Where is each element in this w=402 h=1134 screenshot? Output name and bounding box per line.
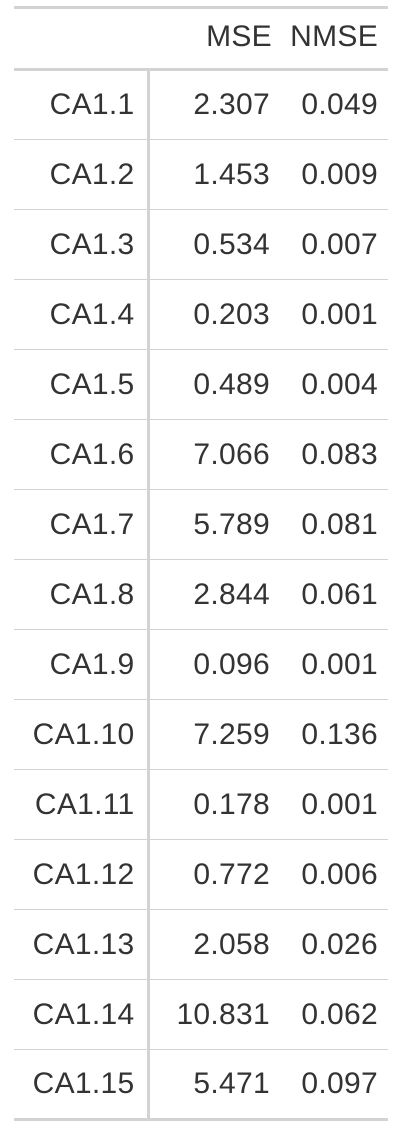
nmse-cell: 0.049	[301, 88, 378, 121]
mse-cell: 7.066	[193, 437, 270, 471]
table-row: CA1.11 0.178 0.001	[14, 769, 388, 840]
row-label-cell: CA1.3	[14, 209, 150, 280]
nmse-cell: 0.001	[301, 787, 378, 821]
column-header-rowname	[14, 8, 148, 70]
table-row: CA1.3 0.534 0.007	[14, 209, 388, 280]
mse-cell: 5.789	[193, 507, 270, 541]
nmse-cell: 0.009	[301, 157, 378, 191]
row-label-cell: CA1.6	[14, 419, 150, 490]
table-row: CA1.4 0.203 0.001	[14, 279, 388, 350]
table-row: CA1.15 5.471 0.097	[14, 1049, 388, 1120]
nmse-cell: 0.026	[301, 927, 378, 961]
column-header-mse: MSE	[206, 20, 272, 53]
row-label-cell: CA1.14	[14, 979, 150, 1050]
nmse-cell: 0.001	[301, 297, 378, 331]
column-header-nmse: NMSE	[290, 20, 378, 53]
nmse-cell: 0.136	[301, 717, 378, 751]
nmse-cell: 0.061	[301, 577, 378, 611]
mse-cell: 2.307	[193, 88, 270, 121]
table-row: CA1.1 2.307 0.049	[14, 69, 388, 140]
mse-cell: 2.844	[193, 577, 270, 611]
table-row: CA1.9 0.096 0.001	[14, 629, 388, 700]
mse-cell: 0.096	[193, 647, 270, 681]
row-label-cell: CA1.5	[14, 349, 150, 420]
nmse-cell: 0.007	[301, 227, 378, 261]
table-row: CA1.7 5.789 0.081	[14, 489, 388, 560]
nmse-cell: 0.097	[301, 1067, 378, 1100]
row-label-cell: CA1.2	[14, 139, 150, 210]
mse-cell: 10.831	[176, 997, 270, 1031]
mse-cell: 0.178	[193, 787, 270, 821]
table-header-row: MSE NMSE	[14, 7, 388, 70]
nmse-cell: 0.081	[301, 507, 378, 541]
row-label-cell: CA1.8	[14, 559, 150, 630]
row-label-cell: CA1.12	[14, 839, 150, 910]
row-label-cell: CA1.7	[14, 489, 150, 560]
row-label-cell: CA1.4	[14, 279, 150, 350]
table-row: CA1.5 0.489 0.004	[14, 349, 388, 420]
table-row: CA1.8 2.844 0.061	[14, 559, 388, 630]
row-label-cell: CA1.15	[14, 1049, 150, 1120]
mse-cell: 0.489	[193, 367, 270, 401]
table-row: CA1.14 10.831 0.062	[14, 979, 388, 1050]
mse-cell: 0.534	[193, 227, 270, 261]
table-row: CA1.10 7.259 0.136	[14, 699, 388, 770]
mse-cell: 5.471	[193, 1067, 270, 1100]
nmse-cell: 0.006	[301, 857, 378, 891]
row-label-cell: CA1.10	[14, 699, 150, 770]
table-row: CA1.2 1.453 0.009	[14, 139, 388, 210]
row-label-cell: CA1.9	[14, 629, 150, 700]
nmse-cell: 0.083	[301, 437, 378, 471]
mse-cell: 7.259	[193, 717, 270, 751]
row-label-cell: CA1.1	[14, 69, 150, 140]
nmse-cell: 0.001	[301, 647, 378, 681]
mse-cell: 1.453	[193, 157, 270, 191]
row-label-cell: CA1.13	[14, 909, 150, 980]
mse-cell: 0.203	[193, 297, 270, 331]
mse-cell: 0.772	[193, 857, 270, 891]
table-body: CA1.1 2.307 0.049 CA1.2 1.453 0.009 CA1.3 0.534…	[14, 69, 388, 1120]
table-row: CA1.6 7.066 0.083	[14, 419, 388, 490]
results-table-container: MSE NMSE CA1.1 2.307 0.049 CA1.2 1.453 0.009 C…	[14, 6, 388, 1121]
table-row: CA1.12 0.772 0.006	[14, 839, 388, 910]
results-table: MSE NMSE CA1.1 2.307 0.049 CA1.2 1.453 0.009 C…	[14, 6, 388, 1121]
row-label-cell: CA1.11	[14, 769, 150, 840]
table-row: CA1.13 2.058 0.026	[14, 909, 388, 980]
mse-cell: 2.058	[193, 927, 270, 961]
nmse-cell: 0.062	[301, 997, 378, 1031]
nmse-cell: 0.004	[301, 367, 378, 401]
